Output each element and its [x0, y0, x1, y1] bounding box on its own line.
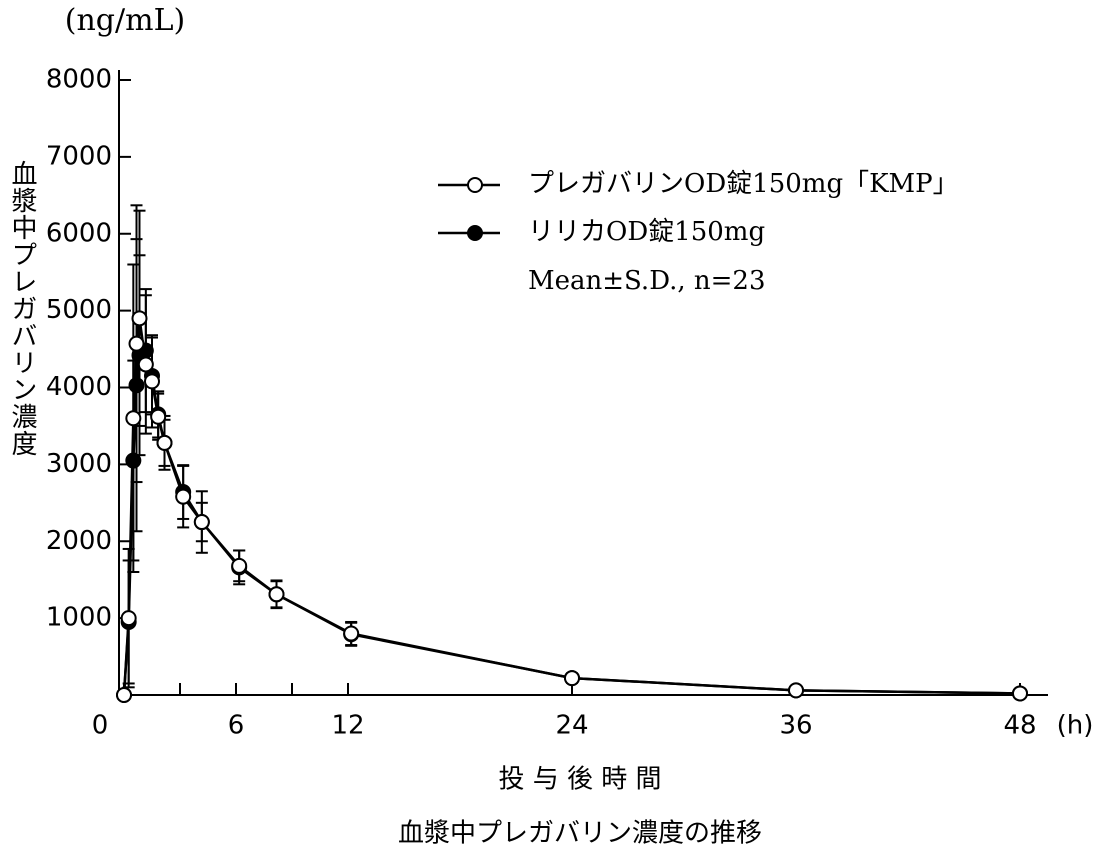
legend-marker	[467, 177, 483, 193]
data-point	[1012, 685, 1028, 702]
y-tick-label: 7000	[46, 141, 112, 171]
annotation: Mean±S.D., n=23	[528, 266, 766, 296]
y-tick-label: 1000	[46, 603, 112, 633]
data-point	[150, 408, 167, 425]
y-tick-label: 5000	[46, 295, 112, 325]
data-point	[125, 410, 142, 427]
data-point	[128, 377, 145, 394]
x-unit: (h)	[1057, 711, 1094, 741]
data-point	[175, 488, 192, 505]
x-axis-label: 投 与 後 時 間	[498, 765, 661, 795]
data-point	[343, 625, 360, 642]
legend-marker	[467, 225, 483, 241]
x-tick-label: 48	[1003, 711, 1036, 741]
legend-label: リリカOD錠150mg	[528, 217, 765, 247]
y-tick-label: 8000	[46, 65, 112, 95]
y-tick-label: 3000	[46, 449, 112, 479]
data-point	[193, 514, 210, 531]
data-point	[788, 682, 804, 699]
x-tick-label: 12	[331, 711, 364, 741]
data-point	[564, 670, 580, 687]
y-unit: (ng/mL)	[65, 3, 185, 38]
data-point	[144, 373, 160, 390]
y-tick-label: 6000	[46, 218, 112, 248]
data-point	[128, 335, 145, 352]
x-tick-label: 24	[555, 711, 588, 741]
y-tick-label: 4000	[46, 372, 112, 402]
data-point	[268, 586, 285, 603]
y-tick-label: 2000	[46, 526, 112, 556]
data-point	[125, 452, 142, 469]
x-tick-label: 36	[779, 711, 812, 741]
series-line	[122, 318, 1021, 696]
data-point	[137, 356, 154, 373]
data-point	[120, 610, 137, 627]
legend-label: プレガバリンOD錠150mg「KMP」	[528, 169, 959, 199]
data-point	[131, 310, 148, 327]
y-axis-label: 血漿中プレガバリン濃度	[7, 160, 37, 457]
x-tick-label: 0	[92, 711, 109, 741]
data-point	[231, 557, 248, 574]
x-tick-label: 6	[228, 711, 245, 741]
series-line	[122, 348, 1021, 696]
data-point	[156, 434, 173, 451]
chart-title: 血漿中プレガバリン濃度の推移	[398, 819, 762, 849]
data-point	[116, 687, 132, 703]
